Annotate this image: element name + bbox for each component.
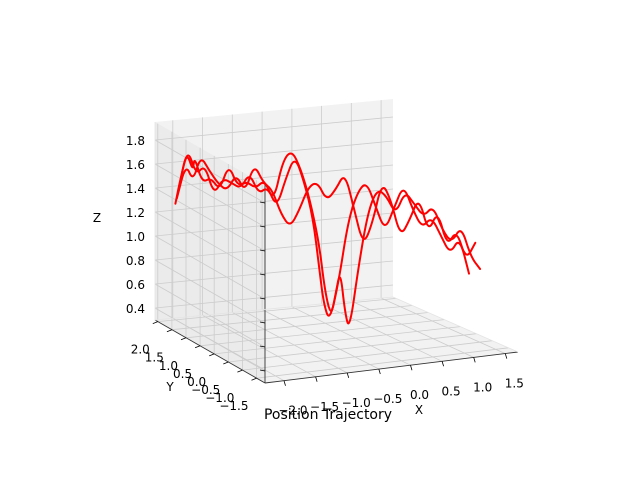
grid-line-x-floor	[380, 297, 506, 354]
grid-line-y-floor	[171, 305, 413, 331]
z-tick-label: 0.4	[126, 302, 145, 316]
grid-line-z-left	[154, 259, 266, 324]
grid-line-z-back	[154, 116, 394, 141]
grid-line-z-left	[154, 211, 266, 276]
x-tick-label: −1.5	[310, 400, 339, 414]
x-tick-mark	[378, 368, 381, 375]
y-tick-label: 1.0	[159, 359, 178, 373]
grid-line-z-back	[154, 236, 394, 261]
x-tick-mark	[410, 365, 413, 371]
y-tick-mark	[251, 377, 257, 381]
grid-line-y-floor	[214, 326, 461, 355]
grid-line-z-left	[154, 235, 266, 300]
y-tick-mark	[180, 337, 187, 341]
y-tick-mark	[166, 329, 173, 333]
tick-marks	[152, 201, 508, 386]
y-axis-line	[154, 319, 266, 384]
y-tick-mark	[194, 345, 201, 349]
x-tick-label: −1.0	[342, 396, 371, 410]
trajectory-line-2	[175, 159, 477, 256]
x-tick-mark	[504, 353, 508, 359]
y-tick-label: −0.5	[191, 383, 220, 397]
chart-title: Position Trajectory	[264, 407, 392, 423]
x-tick-label: 1.5	[505, 377, 524, 391]
y-tick-label: −1.5	[219, 399, 248, 413]
grid-line-x-floor	[202, 315, 316, 378]
z-tick-label: 1.6	[126, 158, 145, 172]
grid-line-z-left	[154, 163, 266, 228]
y-tick-label: 1.5	[145, 351, 164, 365]
x-tick-mark	[315, 376, 318, 382]
z-tick-label: 1.0	[126, 230, 145, 244]
y-tick-label: 2.0	[131, 343, 150, 357]
z-tick-label: 0.6	[126, 278, 145, 292]
grid-line-y-floor	[242, 340, 493, 371]
x-tick-mark	[473, 357, 476, 363]
y-tick-mark	[209, 353, 215, 357]
z-tick-mark	[259, 225, 266, 228]
x-tick-label: 0.5	[442, 384, 461, 398]
trajectory-line-3	[177, 154, 470, 317]
z-tick-label: 1.8	[126, 134, 145, 148]
y-tick-label: −1.0	[205, 391, 234, 405]
z-axis-label: Z	[93, 211, 101, 225]
grid-line-x-floor	[321, 303, 443, 362]
grid-line-x-floor	[261, 309, 379, 370]
z-tick-label: 0.8	[126, 254, 145, 268]
grid-lines	[154, 100, 509, 382]
grid-line-z-back	[154, 284, 394, 309]
y-axis-label: Y	[165, 380, 174, 394]
z-tick-mark	[259, 201, 266, 204]
z-tick-mark	[259, 369, 266, 372]
z-tick-mark	[259, 273, 266, 276]
y-tick-label: 0.5	[173, 367, 192, 381]
tick-labels: −2.0 −1.5 −1.0 −0.5 0.0 0.5 1.0 1.52.01.51.00.5…	[126, 134, 524, 418]
z-tick-mark	[259, 297, 266, 300]
grid-line-z-back	[154, 260, 394, 285]
grid-line-x-floor	[291, 306, 411, 366]
z-tick-label: 1.2	[126, 206, 145, 220]
grid-line-x-floor	[351, 300, 474, 358]
y-tick-mark	[152, 321, 158, 324]
x-tick-mark	[346, 372, 350, 379]
x-axis-line	[264, 351, 519, 384]
z-tick-mark	[259, 321, 266, 324]
series-group	[174, 152, 482, 325]
y-tick-mark	[223, 361, 229, 365]
grid-line-z-back	[154, 212, 394, 237]
x-tick-label: 1.0	[473, 380, 492, 394]
x-tick-label: −2.0	[278, 404, 307, 418]
grid-line-y-floor	[228, 333, 477, 363]
x-tick-label: −0.5	[373, 392, 402, 406]
z-tick-label: 1.4	[126, 182, 145, 196]
x-tick-mark	[441, 361, 444, 367]
y-tick-mark	[237, 369, 243, 373]
y-tick-label: 0.0	[187, 375, 206, 389]
x-axis-label: X	[415, 403, 423, 417]
grid-line-z-back	[154, 164, 394, 189]
grid-line-y-floor	[157, 298, 397, 322]
grid-line-z-left	[154, 283, 266, 348]
grid-line-x-floor	[232, 312, 348, 374]
grid-line-y-floor	[185, 312, 429, 339]
right-floor-edge	[392, 296, 519, 353]
grid-line-z-left	[154, 187, 266, 252]
grid-line-y-floor	[256, 347, 509, 379]
x-tick-label: 0.0	[410, 388, 429, 402]
grid-line-y-floor	[200, 319, 445, 347]
z-tick-mark	[259, 249, 266, 252]
z-tick-mark	[259, 345, 266, 348]
x-tick-mark	[283, 380, 286, 386]
